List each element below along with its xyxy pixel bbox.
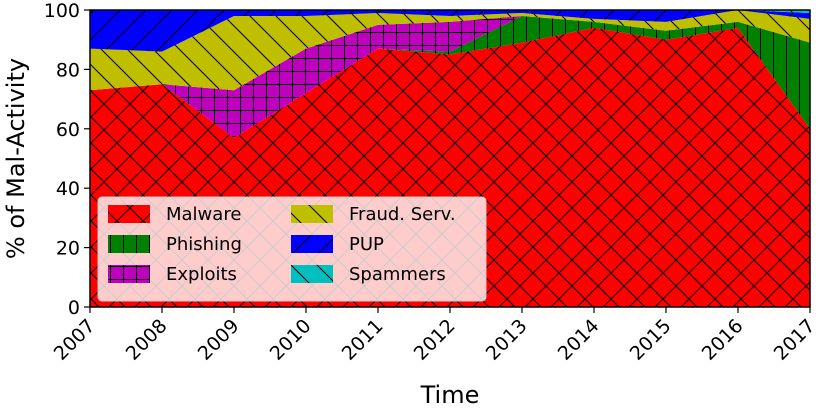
legend-swatch-hatch-phishing [108, 235, 150, 253]
x-tick-label: 2016 [698, 315, 748, 365]
legend-label-fraud-serv: Fraud. Serv. [349, 204, 456, 225]
legend-label-spammers: Spammers [349, 264, 446, 285]
y-axis-title: % of Mal-Activity [2, 58, 30, 259]
legend-swatch-hatch-exploits [108, 265, 150, 283]
x-tick-label: 2011 [338, 315, 388, 365]
x-tick-label: 2017 [770, 315, 820, 365]
legend: Malware Phishing Exploits Fraud. Serv. PUP Sp… [97, 196, 487, 302]
area-hatch-exploits [90, 15, 810, 138]
legend-swatch-hatch-malware [108, 205, 150, 223]
x-axis: 2007 2008 2009 2010 2011 2012 2013 2014 2015 2016… [50, 307, 820, 365]
legend-label-pup: PUP [349, 234, 384, 255]
x-tick-label: 2007 [50, 315, 100, 365]
x-tick-label: 2012 [410, 315, 460, 365]
legend-swatch-hatch-spammers [291, 265, 333, 283]
legend-swatch-hatch-pup [291, 235, 333, 253]
area-hatch-pup [90, 10, 810, 52]
legend-label-malware: Malware [166, 204, 241, 225]
x-tick-label: 2013 [482, 315, 532, 365]
x-tick-label: 2010 [266, 315, 316, 365]
x-tick-label: 2015 [626, 315, 676, 365]
y-tick-label: 20 [56, 238, 80, 260]
y-axis: 0 20 40 60 80 100 [44, 0, 90, 319]
legend-label-phishing: Phishing [166, 234, 242, 255]
y-tick-label: 100 [44, 0, 80, 22]
x-tick-label: 2008 [122, 315, 172, 365]
y-tick-label: 80 [56, 59, 80, 81]
y-tick-label: 40 [56, 178, 80, 200]
y-tick-label: 0 [68, 297, 80, 319]
area-hatch-fraud-serv [90, 10, 810, 91]
x-tick-label: 2009 [194, 315, 244, 365]
legend-swatch-hatch-fraud-serv [291, 205, 333, 223]
legend-label-exploits: Exploits [166, 264, 237, 285]
x-axis-title: Time [420, 381, 480, 408]
y-tick-label: 60 [56, 119, 80, 141]
x-tick-label: 2014 [554, 315, 604, 365]
